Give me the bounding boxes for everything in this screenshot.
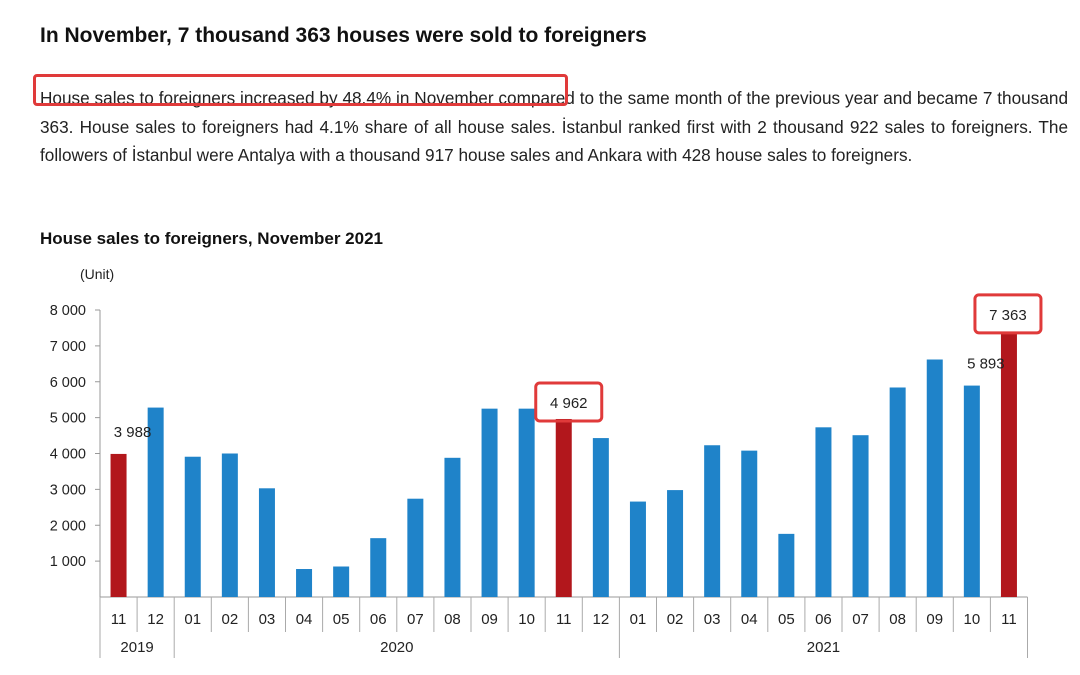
x-tick-label: 09: [926, 611, 943, 628]
x-tick-label: 04: [741, 611, 758, 628]
paragraph-rest: compared to the same month of the previo…: [40, 88, 1068, 165]
x-tick-label: 06: [815, 611, 832, 628]
data-label: 5 893: [967, 356, 1005, 373]
bar: [221, 453, 238, 597]
bar: [147, 407, 164, 597]
x-tick-label: 10: [518, 611, 535, 628]
x-tick-label: 02: [667, 611, 684, 628]
bar: [184, 456, 201, 597]
x-tick-label: 03: [259, 611, 276, 628]
bar: [815, 427, 832, 597]
x-tick-label: 11: [556, 611, 572, 628]
bar: [963, 385, 980, 597]
x-tick-label: 05: [333, 611, 350, 628]
y-tick-label: 3 000: [50, 482, 86, 498]
bar: [741, 450, 758, 597]
x-tick-label: 08: [889, 611, 906, 628]
bar: [1000, 332, 1017, 597]
y-tick-label: 6 000: [50, 375, 86, 391]
bar: [667, 490, 684, 597]
data-label: 4 962: [550, 395, 588, 412]
bar: [926, 359, 943, 597]
x-tick-label: 10: [964, 611, 981, 628]
x-tick-label: 07: [852, 611, 869, 628]
bar: [518, 408, 535, 597]
y-tick-label: 8 000: [50, 303, 86, 319]
x-tick-label: 06: [370, 611, 387, 628]
x-tick-label: 01: [630, 611, 647, 628]
x-tick-label: 04: [296, 611, 313, 628]
highlight-callout-box: [33, 74, 568, 106]
bar: [629, 501, 646, 597]
bar: [778, 533, 795, 597]
x-tick-label: 08: [444, 611, 461, 628]
x-tick-label: 12: [593, 611, 610, 628]
y-tick-label: 7 000: [50, 339, 86, 355]
bar: [258, 488, 275, 597]
x-tick-label: 11: [111, 611, 127, 628]
x-tick-label: 07: [407, 611, 424, 628]
year-label: 2020: [380, 639, 413, 656]
y-tick-label: 4 000: [50, 447, 86, 463]
data-label-callout-box: [973, 293, 1043, 335]
y-tick-label: 1 000: [50, 554, 86, 570]
bar: [296, 569, 313, 597]
bar: [555, 418, 572, 597]
x-tick-label: 02: [222, 611, 239, 628]
data-label: 7 363: [989, 307, 1027, 324]
bar: [592, 438, 609, 597]
chart-title: House sales to foreigners, November 2021: [40, 229, 383, 248]
bar: [407, 498, 424, 597]
x-tick-label: 09: [481, 611, 498, 628]
bar: [704, 445, 721, 597]
x-tick-label: 11: [1001, 611, 1017, 628]
data-label: 3 988: [114, 424, 152, 441]
x-tick-label: 01: [184, 611, 201, 628]
data-label-callout-box: [534, 381, 604, 423]
y-tick-label: 5 000: [50, 411, 86, 427]
bar: [110, 453, 127, 597]
bar: [444, 457, 461, 597]
bar: [852, 435, 869, 597]
bar: [889, 387, 906, 597]
year-label: 2019: [120, 639, 153, 656]
bar: [333, 566, 350, 597]
x-tick-label: 03: [704, 611, 721, 628]
year-label: 2021: [807, 639, 840, 656]
unit-label: (Unit): [80, 266, 114, 282]
x-tick-label: 12: [147, 611, 164, 628]
y-tick-label: 2 000: [50, 518, 86, 534]
x-tick-label: 05: [778, 611, 795, 628]
page-headline: In November, 7 thousand 363 houses were …: [40, 24, 647, 47]
bar: [481, 408, 498, 597]
bar: [370, 538, 387, 597]
